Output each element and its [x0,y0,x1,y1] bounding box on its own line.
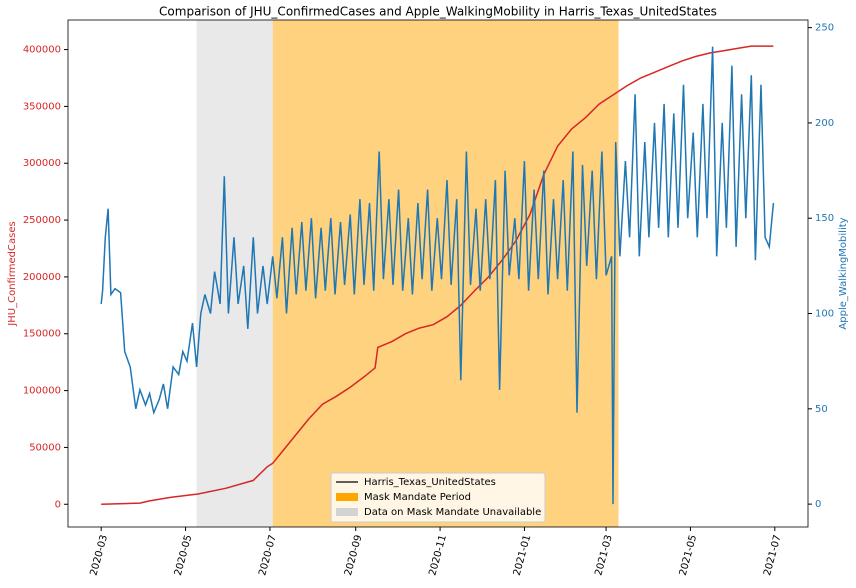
y-tick-label: 300000 [23,158,61,169]
y-tick-label: 400000 [23,45,61,56]
y2-tick-label: 200 [815,118,834,129]
legend-label: Data on Mask Mandate Unavailable [364,507,541,518]
y-axis-label: JHU_ConfirmedCases [7,221,18,326]
y-tick-label: 50000 [29,442,61,453]
y2-tick-label: 250 [815,23,834,34]
y2-tick-label: 150 [815,213,834,224]
y-tick-label: 100000 [23,386,61,397]
y2-tick-label: 0 [815,499,821,510]
legend-box [330,472,546,523]
y2-axis-label: Apple_WalkingMobility [838,217,849,329]
y2-tick-label: 100 [815,309,834,320]
shaded-span [196,20,273,527]
y2-tick-label: 50 [815,404,828,415]
legend-label: Mask Mandate Period [364,492,471,503]
y-tick-label: 0 [55,499,61,510]
legend-label: Harris_Texas_UnitedStates [364,477,496,488]
y-tick-label: 200000 [23,272,61,283]
chart-title: Comparison of JHU_ConfirmedCases and App… [159,5,717,19]
y-tick-label: 150000 [23,329,61,340]
data-line [100,46,775,505]
y-tick-label: 350000 [23,101,61,112]
y-tick-label: 250000 [23,215,61,226]
legend-patch [336,493,358,501]
plot-frame [67,19,809,528]
data-line [101,45,774,506]
shaded-span [272,20,619,527]
legend-patch [336,508,358,516]
